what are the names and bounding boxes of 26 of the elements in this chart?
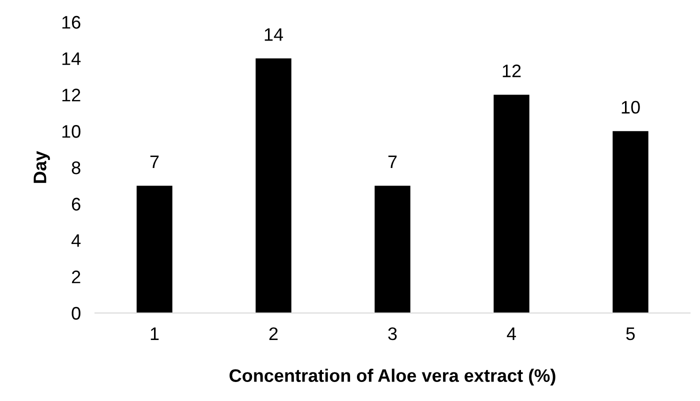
data-label: 10 — [622, 100, 640, 114]
bar — [256, 58, 292, 313]
bar — [136, 186, 172, 313]
bar — [374, 186, 410, 313]
y-tick-label: 2 — [72, 270, 80, 284]
y-tick-label: 14 — [62, 52, 81, 65]
y-tick-label: 0 — [72, 306, 80, 320]
data-label: 12 — [502, 64, 521, 78]
y-tick-label: 10 — [62, 125, 80, 138]
data-label: 14 — [264, 28, 284, 41]
y-tick-label: 16 — [62, 16, 80, 29]
x-tick-label: 4 — [506, 328, 516, 340]
data-label: 7 — [388, 156, 397, 168]
x-tick-label: 1 — [150, 328, 159, 340]
x-tick-label: 5 — [626, 328, 635, 340]
y-axis-title: Day — [34, 151, 50, 183]
x-axis-title: Concentration of Aloe vera extract (%) — [230, 368, 556, 386]
y-tick-label: 6 — [72, 198, 80, 211]
y-tick-label: 8 — [72, 161, 80, 174]
x-tick-label: 3 — [388, 327, 397, 340]
data-label: 7 — [150, 156, 159, 168]
y-tick-label: 12 — [62, 88, 80, 102]
x-tick-label: 2 — [269, 327, 278, 340]
bar — [494, 94, 530, 313]
y-tick-label: 4 — [71, 234, 81, 247]
bar — [612, 131, 648, 313]
